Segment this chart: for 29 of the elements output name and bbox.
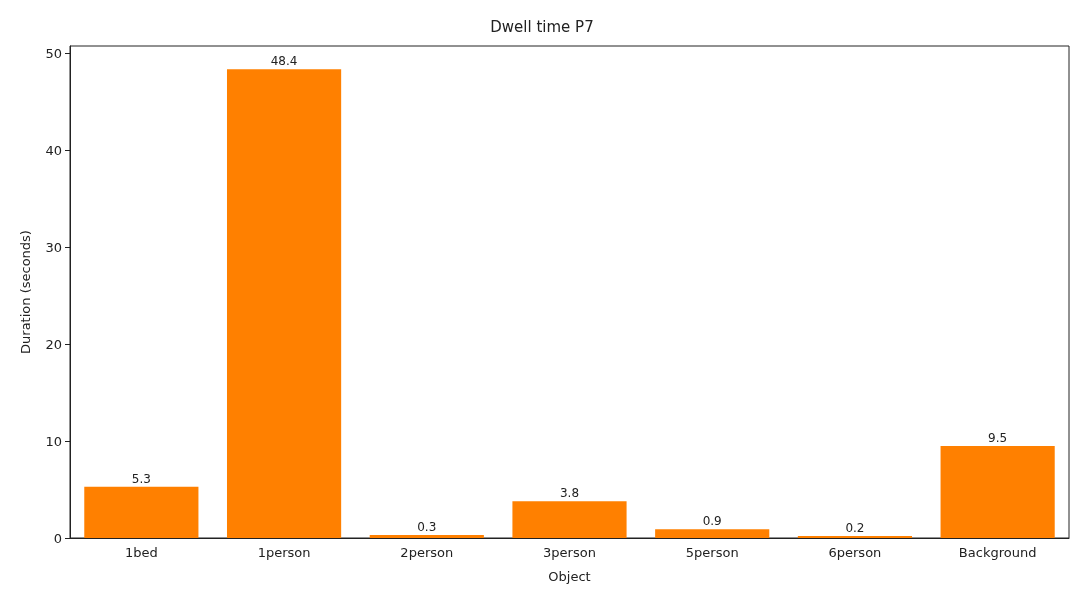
x-tick-label: 1bed [124, 545, 158, 560]
x-tick-label: 5person [685, 545, 739, 560]
x-tick-label: 3person [543, 545, 596, 560]
data-label: 0.2 [845, 521, 865, 536]
data-label: 0.9 [702, 514, 722, 529]
data-label: 9.5 [988, 430, 1008, 445]
bar [655, 529, 770, 538]
y-axis-title: Duration (seconds) [18, 230, 33, 354]
bar [226, 69, 342, 538]
x-tick-label: 1person [257, 545, 311, 560]
bar [512, 501, 627, 538]
data-label: 0.3 [417, 520, 437, 535]
y-tick-label: 40 [45, 143, 62, 159]
x-tick-label: 6person [828, 545, 882, 560]
data-label: 3.8 [559, 486, 580, 501]
x-tick-label: Background [958, 545, 1037, 560]
y-tick-label: 50 [45, 46, 62, 62]
data-label: 48.4 [270, 54, 298, 69]
chart-title: Dwell time P7 [490, 17, 594, 36]
y-tick-label: 30 [45, 239, 62, 255]
x-tick-label: 2person [400, 545, 454, 560]
y-tick-label: 20 [45, 336, 62, 352]
bar [369, 535, 484, 538]
bar [84, 486, 199, 538]
data-label: 5.3 [131, 471, 151, 486]
y-tick-label: 0 [53, 530, 62, 546]
x-axis-title: Object [548, 569, 591, 584]
bar [940, 445, 1055, 538]
y-tick-label: 10 [45, 433, 62, 449]
